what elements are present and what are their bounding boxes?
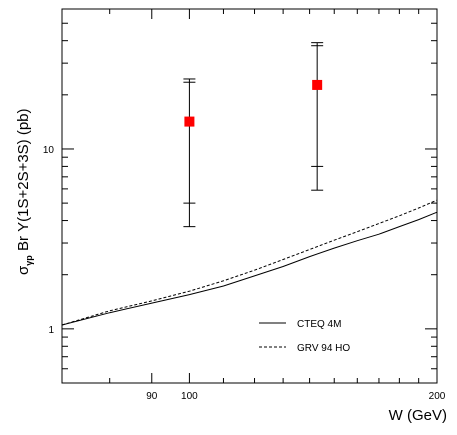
y-axis-sigma: σ bbox=[15, 265, 32, 275]
y-axis-title: σγp Br Υ(1S+2S+3S) (pb) bbox=[15, 108, 34, 275]
x-tick-label: 200 bbox=[429, 391, 446, 402]
legend-label-grv: GRV 94 HO bbox=[297, 343, 350, 354]
data-point bbox=[184, 116, 195, 127]
y-tick-label: 10 bbox=[43, 145, 55, 156]
x-axis-title: W (GeV) bbox=[389, 407, 447, 424]
x-tick-label: 90 bbox=[146, 391, 158, 402]
series-line-cteq bbox=[61, 211, 438, 326]
legend-label-cteq: CTEQ 4M bbox=[297, 319, 341, 330]
y-axis-subscript: γp bbox=[24, 255, 34, 266]
ticks-layer: 90 100 200 1 10 bbox=[43, 9, 446, 402]
legend: CTEQ 4M GRV 94 HO bbox=[259, 319, 350, 354]
x-tick-label: 100 bbox=[181, 391, 198, 402]
y-tick-label: 1 bbox=[48, 325, 54, 336]
points-layer bbox=[183, 42, 324, 228]
curves-layer bbox=[61, 199, 438, 326]
y-axis-rest: Br Υ(1S+2S+3S) (pb) bbox=[15, 108, 32, 255]
data-point bbox=[312, 79, 323, 90]
plot-frame bbox=[61, 8, 438, 384]
series-line-grv bbox=[61, 199, 438, 326]
